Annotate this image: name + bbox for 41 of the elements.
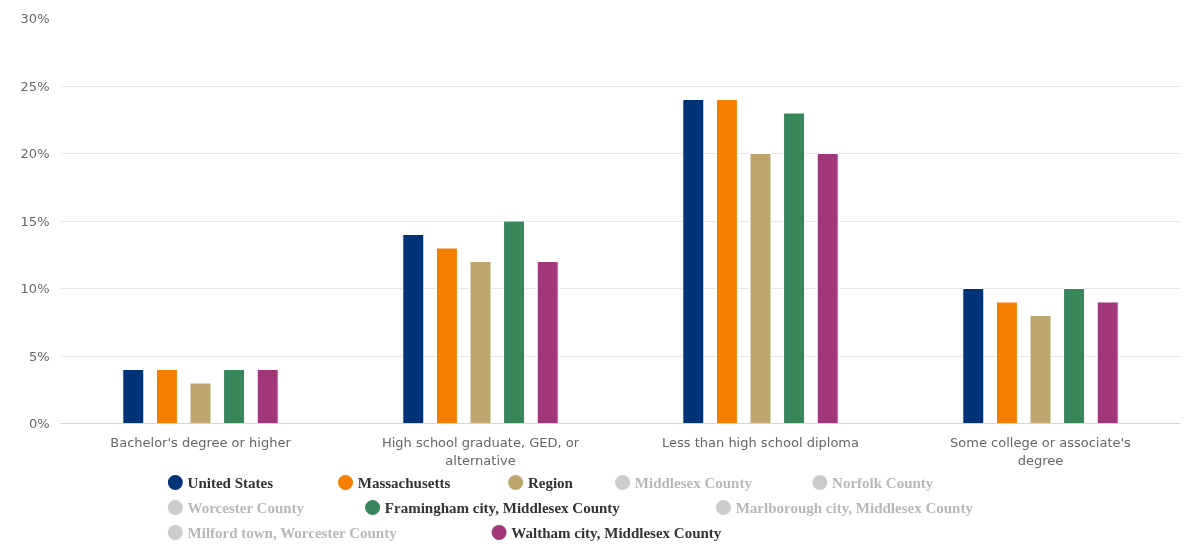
- bar: [503, 220, 526, 424]
- bar: [715, 99, 738, 424]
- bar: [435, 247, 458, 424]
- legend-label: Framingham city, Middlesex County: [384, 499, 621, 516]
- bar: [749, 153, 772, 424]
- bar: [1096, 301, 1119, 424]
- bar: [402, 234, 425, 424]
- bar: [155, 369, 178, 424]
- y-tick-label: 5%: [28, 348, 50, 364]
- legend-label: Worcester County: [187, 499, 305, 516]
- legend-label: Waltham city, Middlesex County: [511, 524, 722, 541]
- x-tick-label: Less than high school diploma: [662, 434, 859, 450]
- y-tick-label: 20%: [20, 146, 50, 161]
- x-tick-label: High school graduate, GED, or alternative: [381, 434, 580, 468]
- legend-label: Milford town, Worcester County: [187, 524, 398, 541]
- bar: [816, 153, 839, 424]
- x-tick-label: Some college or associate's degree: [950, 434, 1132, 468]
- bar: [223, 369, 246, 424]
- bar: [469, 261, 492, 424]
- bar: [1029, 315, 1052, 424]
- bar: [536, 261, 559, 424]
- x-tick-label: Bachelor's degree or higher: [110, 434, 292, 450]
- legend-label: Norfolk County: [832, 474, 934, 491]
- legend-label: Region: [527, 474, 574, 491]
- y-tick-label: 25%: [20, 78, 50, 94]
- bar: [962, 288, 985, 424]
- y-tick-label: 0%: [28, 416, 50, 431]
- bar: [122, 369, 145, 424]
- bar: [189, 382, 212, 424]
- legend-label: Middlesex County: [634, 474, 753, 491]
- y-tick-label: 30%: [20, 11, 50, 26]
- bar: [256, 369, 279, 424]
- bar: [995, 301, 1018, 424]
- bar: [783, 112, 806, 424]
- legend-label: Marlborough city, Middlesex County: [735, 499, 974, 516]
- bar: [1063, 288, 1086, 424]
- bar: [682, 99, 705, 424]
- y-tick-label: 10%: [20, 281, 50, 296]
- y-tick-label: 15%: [20, 213, 50, 229]
- legend-label: Massachusetts: [357, 474, 451, 491]
- legend-label: United States: [187, 474, 274, 491]
